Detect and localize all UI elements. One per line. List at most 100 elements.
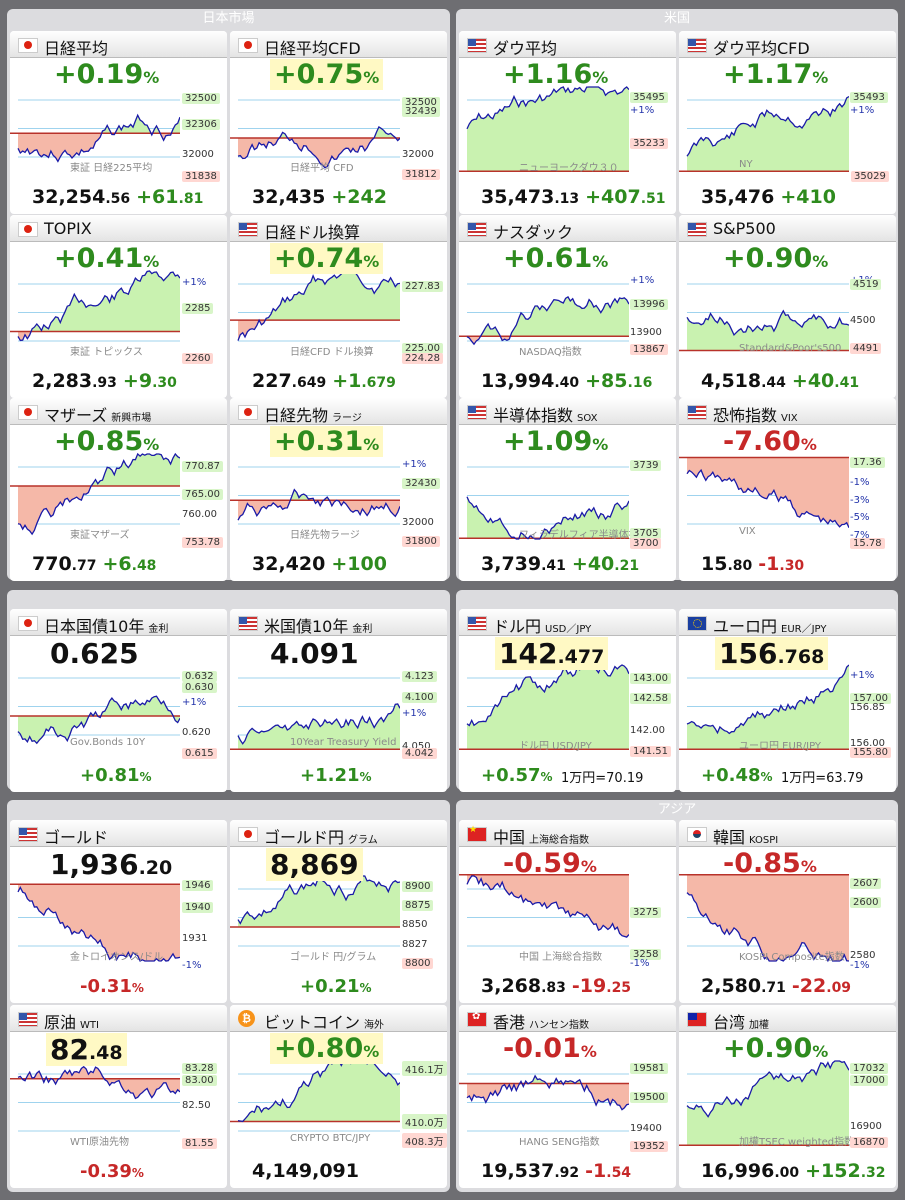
- chart-watermark: 金トロイオンス/ドル: [70, 952, 164, 963]
- card-topix[interactable]: TOPIX 東証 トピックス +1% 2285 2260 +0.41% 2,283.93 +…: [10, 215, 227, 398]
- axis-label: 32439: [402, 106, 440, 117]
- card-header: 半導体指数 SOX: [459, 398, 676, 425]
- axis-label: 32306: [182, 119, 220, 130]
- axis-label: +1%: [182, 697, 207, 708]
- axis-label: +1%: [630, 275, 655, 286]
- card-bitcoin[interactable]: ₿ ビットコイン 海外 CRYPTO BTC/JPY 416.1万 410.0万 408…: [230, 1005, 447, 1188]
- card-korea[interactable]: 韓国 KOSPI KOSPI Composite指数 2607 2600 2580 -1%…: [679, 820, 896, 1003]
- chart-watermark: Standard&Poor's500: [739, 343, 842, 354]
- price-chart: [230, 1060, 400, 1132]
- axis-label: 82.50: [182, 1100, 211, 1111]
- card-jgb10[interactable]: 日本国債10年 金利 Gov.Bonds 10Y 0.632 0.630 +1% 0.62…: [10, 609, 227, 792]
- axis-label: 17.36: [850, 457, 885, 468]
- price-chart: [230, 270, 400, 342]
- card-ust10[interactable]: 米国債10年 金利 10Year Treasury Yield 4.123 4.100…: [230, 609, 447, 792]
- axis-label: 416.1万: [402, 1061, 447, 1076]
- flag-icon: [467, 825, 487, 842]
- axis-label: 4.050: [402, 741, 431, 752]
- chart-watermark: NASDAQ指数: [519, 347, 582, 358]
- axis-label: 765.00: [182, 489, 223, 500]
- price: 19,537.92 -1.54: [481, 1160, 632, 1182]
- price: 13,994.40 +85.16: [481, 370, 653, 392]
- flag-icon: [18, 222, 38, 237]
- index-subname: KOSPI: [749, 835, 779, 846]
- index-name: ゴールド: [44, 828, 109, 847]
- index-name: 中国 上海総合指数: [493, 828, 590, 847]
- flag-icon: [467, 1011, 487, 1027]
- axis-label: 83.00: [182, 1075, 217, 1086]
- axis-label: 2607: [850, 878, 882, 889]
- card-nikkei-usd[interactable]: 日経ドル換算 日経CFD ドル換算 227.83 225.00 224.28 +0.74…: [230, 215, 447, 398]
- card-header: ₿ ビットコイン 海外: [230, 1005, 447, 1032]
- index-subname: ハンセン指数: [529, 1020, 590, 1031]
- card-nikkei[interactable]: 日経平均 東証 日経225平均 32500 32306 32000 31838 +0.19…: [10, 31, 227, 214]
- current-value: 1,936.20: [50, 848, 173, 881]
- current-value: 0.625: [50, 637, 139, 670]
- card-header: 日経平均: [10, 31, 227, 58]
- price-chart: [230, 677, 400, 750]
- axis-label: 32000: [402, 517, 434, 528]
- axis-label: +1%: [850, 670, 875, 681]
- chart-watermark: ユーロ円 EUR/JPY: [739, 741, 822, 752]
- axis-label: 4.100: [402, 692, 437, 703]
- chart-watermark: フィラデルフィア半導体指数: [519, 530, 649, 541]
- axis-label: 0.620: [182, 727, 211, 738]
- chart-watermark: HANG SENG指数: [519, 1137, 600, 1148]
- index-name: 半導体指数 SOX: [493, 406, 598, 425]
- change-percent: +1.16%: [503, 59, 609, 90]
- section-title-asia: アジア: [657, 802, 697, 817]
- card-gold-jpy[interactable]: ゴールド円 グラム ゴールド 円/グラム 8900 8875 8850 8827 8800 8…: [230, 820, 447, 1003]
- index-name: TOPIX: [44, 219, 92, 238]
- card-mothers[interactable]: マザーズ 新興市場 東証マザーズ 770.87 765.00 760.00 753.78 +…: [10, 398, 227, 581]
- price-chart: [679, 1060, 849, 1146]
- axis-label: 0.615: [182, 748, 217, 759]
- axis-label: 13996: [630, 299, 668, 310]
- conversion-note: 1万円=63.79: [781, 771, 864, 786]
- index-subname: ラージ: [332, 413, 362, 424]
- index-subname: 加權: [749, 1020, 770, 1031]
- card-nikkei-futures[interactable]: 日経先物 ラージ 日経先物ラージ +1% 32430 32000 31800 +0.31% 3…: [230, 398, 447, 581]
- axis-label: 1931: [182, 933, 208, 944]
- change-percent: +0.41%: [54, 243, 160, 274]
- axis-label: 8875: [402, 900, 434, 911]
- card-taiwan[interactable]: 台湾 加權 加權TSEC weighted指数 17032 17000 16900 168…: [679, 1005, 896, 1188]
- card-sp500[interactable]: S&P500 Standard&Poor's500+1%451945004491…: [679, 215, 896, 398]
- change-percent: -0.59%: [503, 848, 597, 879]
- card-gold[interactable]: ゴールド 金トロイオンス/ドル 1946 1940 1931 -1% 1,936.20 -0…: [10, 820, 227, 1003]
- card-usdjpy[interactable]: ドル円 USD／JPY ドル円 USD/JPY 143.00 142.58 142.00…: [459, 609, 676, 792]
- card-sox[interactable]: 半導体指数 SOX フィラデルフィア半導体指数 3739 3705 3700 +1.09%…: [459, 398, 676, 581]
- flag-icon: [687, 1012, 707, 1027]
- index-name: 韓国 KOSPI: [713, 828, 779, 847]
- axis-label: 35029: [851, 171, 889, 182]
- card-dow-cfd[interactable]: ダウ平均CFD NY 35493 +1% 35029 +1.17% 35,476 +410: [679, 31, 896, 214]
- price: 32,420 +100: [252, 553, 387, 575]
- axis-label: -7%: [850, 530, 870, 541]
- index-subname: グラム: [348, 835, 378, 846]
- axis-label: 2260: [182, 353, 214, 364]
- card-eurjpy[interactable]: ユーロ円 EUR／JPY ユーロ円 EUR/JPY +1% 157.00 156.85 1…: [679, 609, 896, 792]
- axis-label: 156.00: [850, 738, 885, 749]
- price: 32,435 +242: [252, 186, 387, 208]
- chart-watermark: 日経CFD ドル換算: [290, 347, 374, 358]
- axis-label: 760.00: [182, 509, 217, 520]
- axis-label: 141.51: [630, 746, 671, 757]
- chart-watermark: Gov.Bonds 10Y: [70, 737, 146, 748]
- card-wti[interactable]: 原油 WTI WTI原油先物 83.28 83.00 82.50 81.55 82.48 -0…: [10, 1005, 227, 1188]
- index-name: ユーロ円 EUR／JPY: [713, 617, 827, 636]
- index-subname: VIX: [781, 413, 798, 424]
- change-percent: +1.21%: [300, 765, 372, 786]
- axis-label: 17000: [850, 1075, 888, 1086]
- card-vix[interactable]: 恐怖指数 VIX VIX 17.36 -1% -3% -5% -7% 15.78 -7.60% 1…: [679, 398, 896, 581]
- chart-watermark: 東証 トピックス: [70, 347, 143, 358]
- card-nasdaq[interactable]: ナスダック NASDAQ指数 +1% 13996 13900 13867 +0.61% 13…: [459, 215, 676, 398]
- index-name: ダウ平均CFD: [713, 39, 810, 58]
- axis-label: -1%: [850, 960, 870, 971]
- card-nikkei-cfd[interactable]: 日経平均CFD 日経平均 CFD 32500 32439 32000 31812 +0.7…: [230, 31, 447, 214]
- flag-icon: [18, 616, 38, 631]
- card-header: 日経平均CFD: [230, 31, 447, 58]
- card-header: ゴールド: [10, 820, 227, 847]
- card-dow[interactable]: ダウ平均 ニューヨークダウ３０ 35495 +1% 35233 +1.16% 35,473…: [459, 31, 676, 214]
